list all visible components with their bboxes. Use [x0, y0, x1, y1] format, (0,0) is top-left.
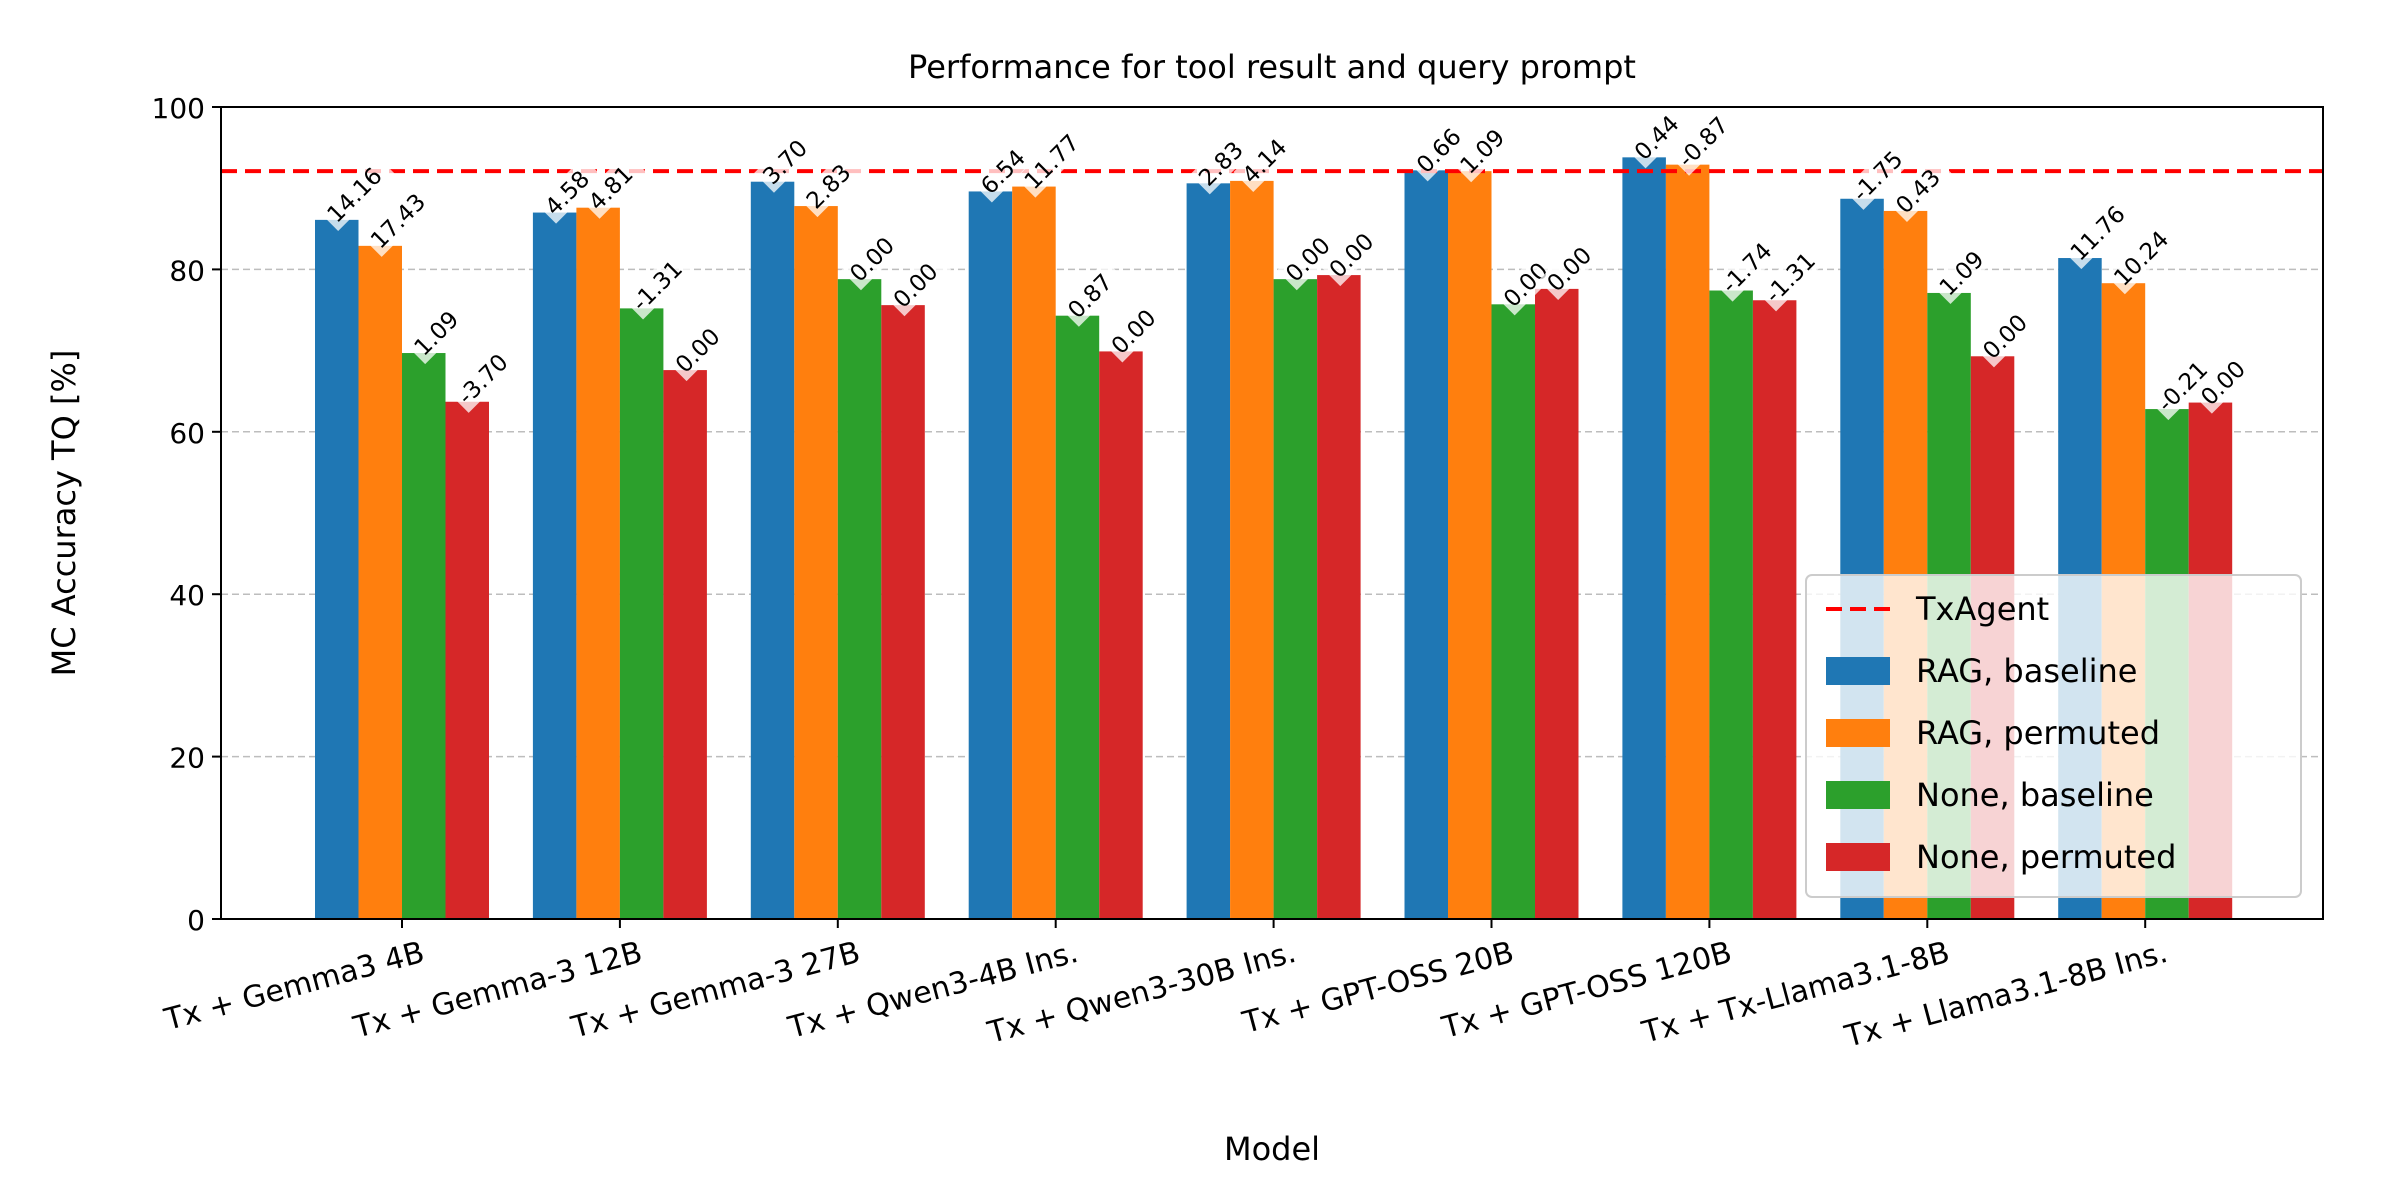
data-label-box [2148, 343, 2226, 421]
y-tick-label: 80 [169, 254, 205, 287]
bar [532, 212, 577, 919]
data-label-box [1843, 133, 1921, 210]
bar [1186, 183, 1231, 919]
bar [750, 181, 795, 920]
bar [1665, 164, 1710, 920]
data-label-box [2061, 192, 2139, 270]
bar [663, 370, 707, 919]
y-axis-label: MC Accuracy TQ [%] [45, 350, 83, 677]
data-label-box [2192, 347, 2259, 414]
data-label-box [1712, 224, 1790, 302]
data-label-box [579, 152, 647, 219]
data-label-box [1669, 99, 1746, 176]
legend-swatch [1826, 719, 1890, 747]
data-label-box [1930, 237, 1998, 305]
plot-frame [220, 106, 2324, 920]
data-label-box [536, 157, 603, 224]
data-label-box [797, 150, 865, 218]
legend-label: None, permuted [1916, 838, 2176, 876]
y-tick-label: 20 [169, 742, 205, 775]
legend-swatch [1826, 657, 1890, 685]
data-label-box [1538, 233, 1605, 300]
data-label-box [1451, 115, 1518, 183]
data-label-box [1494, 248, 1562, 316]
legend-swatch [1826, 843, 1890, 871]
data-label-box [1320, 219, 1387, 287]
bar [1273, 279, 1318, 919]
data-label-box [405, 297, 472, 365]
bar [1404, 170, 1448, 919]
bar [881, 305, 925, 919]
legend-label: RAG, permuted [1916, 714, 2160, 752]
x-axis-label: Model [1224, 1130, 1320, 1168]
bar [1752, 300, 1797, 920]
legend-label: TxAgent [1915, 590, 2049, 628]
data-label-box [318, 154, 396, 231]
bar [794, 206, 838, 920]
legend-swatch [1826, 781, 1890, 809]
data-label-box [666, 314, 734, 382]
data-label-box [1756, 234, 1833, 312]
data-label-box [754, 126, 821, 193]
chart-title: Performance for tool result and query pr… [908, 48, 1636, 86]
data-label-box [972, 136, 1039, 203]
data-label-box [623, 242, 700, 320]
data-label-box [1407, 114, 1475, 182]
legend-label: None, baseline [1916, 776, 2154, 814]
bar [1230, 180, 1274, 920]
bar [1448, 171, 1492, 919]
bar [1709, 290, 1753, 920]
legend-label: RAG, baseline [1916, 652, 2137, 690]
bar [1535, 288, 1579, 919]
data-label-box [1102, 296, 1170, 363]
bar [402, 353, 446, 919]
bar [576, 207, 620, 920]
bar [837, 279, 882, 919]
y-tick-label: 60 [169, 417, 205, 450]
data-label-box [884, 249, 952, 317]
bar [1622, 157, 1666, 919]
data-label-box [1974, 300, 2041, 368]
data-label-box [1233, 125, 1300, 192]
bar [1317, 275, 1361, 920]
data-label-box [448, 336, 526, 413]
data-label-box [2105, 217, 2182, 295]
data-label-box [841, 223, 908, 291]
data-label-box [1625, 101, 1693, 169]
legend-box [1805, 574, 2302, 898]
data-label-box [1059, 260, 1126, 327]
bar [619, 308, 664, 920]
bar [1012, 186, 1056, 920]
legend: TxAgent RAG, baseline RAG, permuted None, b… [1805, 574, 2302, 898]
data-label-box [1276, 223, 1344, 291]
bar [1099, 351, 1143, 919]
data-label-box [1887, 155, 1954, 223]
bar [968, 191, 1013, 919]
data-label-box [361, 180, 439, 257]
data-label-box [1015, 120, 1093, 198]
y-tick-label: 100 [152, 92, 205, 125]
bar [445, 401, 489, 920]
bar [315, 219, 359, 920]
bar [358, 245, 402, 920]
bar [1055, 315, 1100, 920]
data-label-box [1189, 127, 1257, 195]
bar [1491, 304, 1535, 919]
y-tick-label: 0 [187, 904, 205, 937]
y-tick-label: 40 [169, 579, 205, 612]
